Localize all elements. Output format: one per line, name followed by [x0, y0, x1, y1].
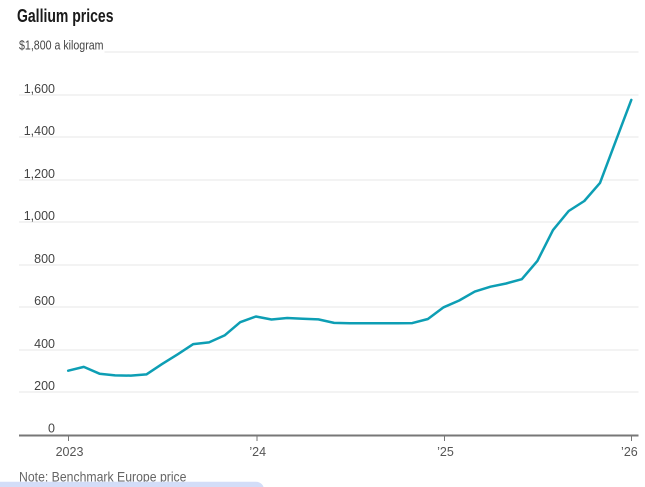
svg-text:1,000: 1,000: [24, 209, 55, 223]
svg-text:1,200: 1,200: [24, 167, 55, 181]
svg-text:’26: ’26: [621, 445, 638, 459]
svg-text:200: 200: [34, 379, 55, 393]
svg-text:0: 0: [48, 421, 55, 435]
svg-text:1,400: 1,400: [24, 124, 55, 138]
svg-text:1,600: 1,600: [24, 82, 55, 96]
svg-text:800: 800: [34, 252, 55, 266]
svg-text:Note: Benchmark Europe price: Note: Benchmark Europe price: [19, 469, 187, 484]
svg-text:’24: ’24: [249, 445, 266, 459]
svg-text:’25: ’25: [437, 445, 454, 459]
svg-text:2023: 2023: [56, 445, 84, 459]
svg-text:Gallium prices: Gallium prices: [17, 6, 114, 26]
svg-text:400: 400: [34, 337, 55, 351]
svg-text:600: 600: [34, 294, 55, 308]
svg-text:$1,800 a kilogram: $1,800 a kilogram: [19, 37, 104, 52]
